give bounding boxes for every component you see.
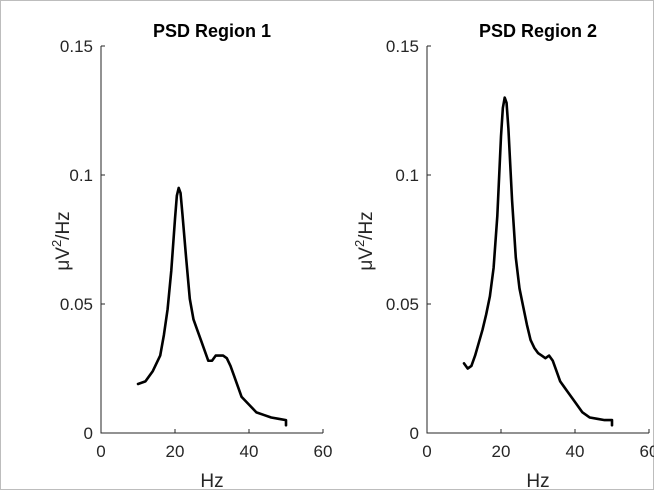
y-axis-label-tail: /Hz <box>53 211 74 240</box>
y-tick-label: 0.05 <box>386 295 419 314</box>
y-tick-label: 0.15 <box>386 37 419 56</box>
psd-series-line <box>136 186 288 427</box>
chart-title: PSD Region 1 <box>153 21 271 41</box>
y-axis-label-base: μV <box>356 247 377 271</box>
y-tick-label: 0.1 <box>69 166 93 185</box>
y-tick-label: 0 <box>410 424 419 443</box>
y-axis-label-sup: 2 <box>49 240 64 247</box>
x-axis-label: Hz <box>526 471 549 491</box>
x-tick-label: 0 <box>422 442 431 461</box>
y-axis-label-base: μV <box>53 247 74 271</box>
x-tick-label: 0 <box>96 442 105 461</box>
panel-psd-region-2: PSD Region 2 Hz μV2/Hz 0 20 40 60 0 0.05 0.1 0.… <box>352 21 654 491</box>
x-tick-label: 40 <box>566 442 585 461</box>
x-axis-label: Hz <box>200 471 223 491</box>
chart-title: PSD Region 2 <box>479 21 597 41</box>
axes-frame <box>100 46 323 434</box>
y-tick-label: 0.1 <box>395 166 419 185</box>
panel-psd-region-1: PSD Region 1 Hz μV2/Hz 0 20 40 60 0 0.05 0.1 0.… <box>49 21 332 491</box>
y-axis-label-tail: /Hz <box>356 211 377 240</box>
psd-series-line <box>462 96 614 427</box>
y-tick-label: 0 <box>84 424 93 443</box>
x-tick-label: 60 <box>314 442 333 461</box>
y-axis-label: μV2/Hz <box>352 211 377 270</box>
x-tick-label: 20 <box>492 442 511 461</box>
y-tick-label: 0.05 <box>60 295 93 314</box>
x-tick-label: 60 <box>640 442 654 461</box>
y-axis-label: μV2/Hz <box>49 211 74 270</box>
x-tick-label: 40 <box>240 442 259 461</box>
y-axis-label-sup: 2 <box>352 240 367 247</box>
x-tick-label: 20 <box>166 442 185 461</box>
axes-frame <box>426 46 649 434</box>
y-tick-label: 0.15 <box>60 37 93 56</box>
